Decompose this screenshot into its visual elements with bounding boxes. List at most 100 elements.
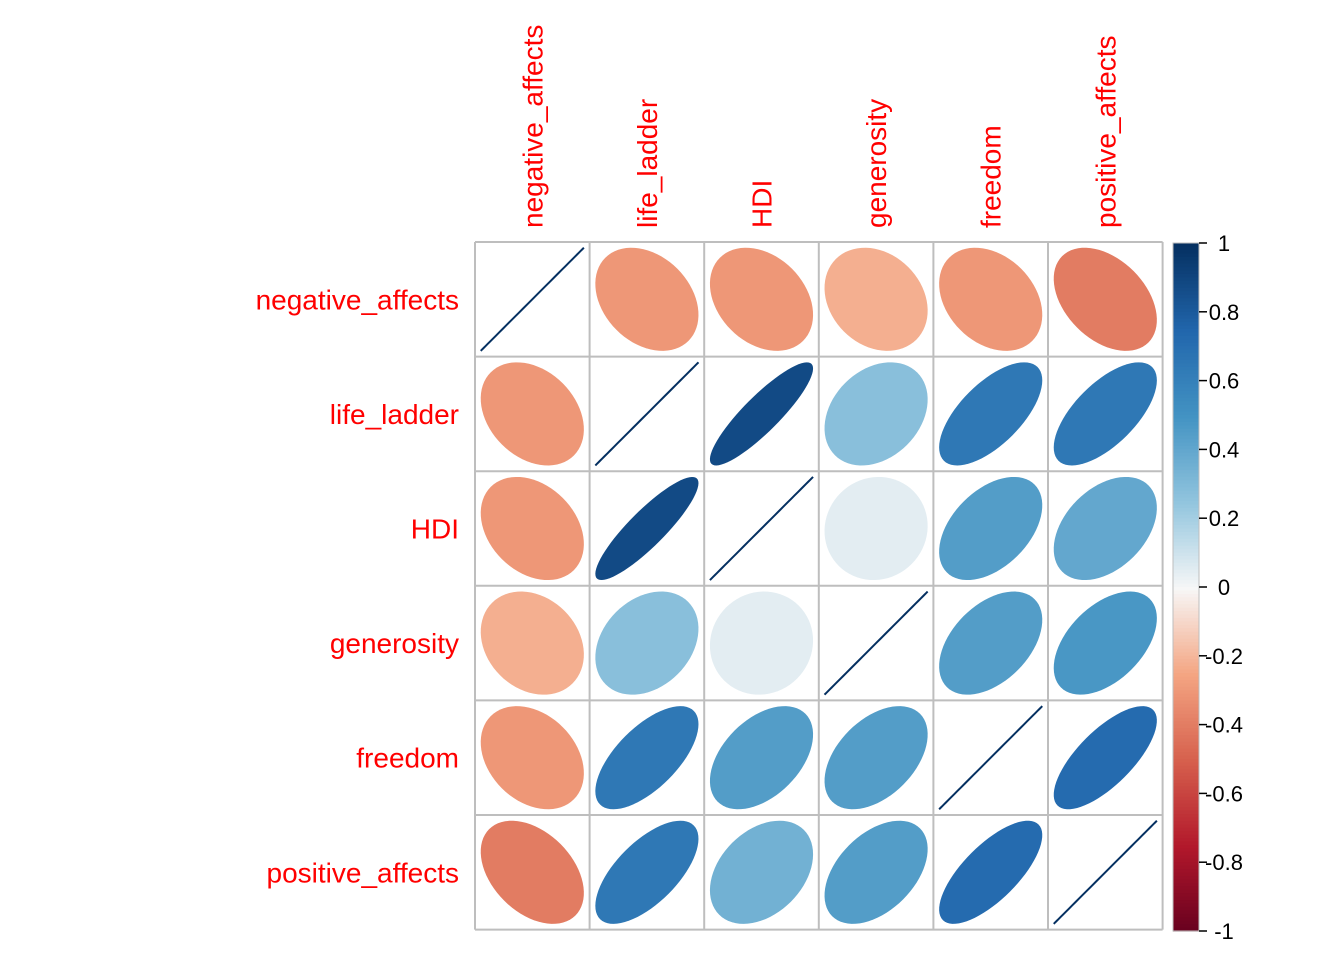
colorbar-segment [1173, 869, 1199, 874]
colorbar-segment [1173, 415, 1199, 420]
colorbar-segment [1173, 401, 1199, 406]
colorbar-segment [1173, 456, 1199, 461]
colorbar-segment [1173, 432, 1199, 437]
colorbar-segment [1173, 490, 1199, 495]
colorbar-segment [1173, 531, 1199, 536]
colorbar-segment [1173, 679, 1199, 684]
corr-cell-HDI-freedom [939, 476, 1043, 581]
colorbar-segment [1173, 580, 1199, 585]
colorbar-segment [1173, 253, 1199, 258]
colorbar-segment [1173, 731, 1199, 736]
col-label-negative_affects: negative_affects [517, 25, 548, 228]
colorbar-segment [1173, 642, 1199, 647]
colorbar-tick-label: -0.2 [1205, 644, 1243, 669]
corr-cell-freedom-freedom [938, 705, 1043, 810]
colorbar-segment [1173, 466, 1199, 471]
colorbar-segment [1173, 394, 1199, 399]
colorbar-segment [1173, 390, 1199, 395]
colorbar-segment [1173, 418, 1199, 423]
colorbar-tick-label: -1 [1214, 919, 1234, 944]
colorbar-segment [1173, 617, 1199, 622]
colorbar-segment [1173, 906, 1199, 911]
row-label-generosity: generosity [330, 628, 459, 659]
colorbar-segment [1173, 445, 1199, 450]
col-label-life_ladder: life_ladder [632, 99, 663, 228]
colorbar-tick-label: -0.8 [1205, 850, 1243, 875]
corr-cell-generosity-negative_affects [480, 591, 584, 695]
colorbar-segment [1173, 645, 1199, 650]
colorbar-segment [1173, 741, 1199, 746]
colorbar-segment [1173, 377, 1199, 382]
colorbar-segment [1173, 690, 1199, 695]
colorbar-segment [1173, 593, 1199, 598]
colorbar-segment [1173, 721, 1199, 726]
colorbar-segment [1173, 573, 1199, 578]
colorbar-segment [1173, 435, 1199, 440]
corr-cell-life_ladder-negative_affects [480, 362, 584, 466]
colorbar-tick-label: 0.4 [1209, 437, 1240, 462]
colorbar-segment [1173, 273, 1199, 278]
corr-cell-freedom-positive_affects [1053, 706, 1157, 810]
colorbar-segment [1173, 607, 1199, 612]
colorbar-segment [1173, 404, 1199, 409]
colorbar-segment [1173, 280, 1199, 285]
colorbar-segment [1173, 411, 1199, 416]
color-legend: 1 0.8 0.6 0.4 0.2 0 -0.2 -0.4 -0.6 -0.8 -1 [1172, 231, 1243, 944]
corr-cell-freedom-life_ladder [595, 706, 699, 810]
row-label-positive_affects: positive_affects [267, 857, 460, 888]
colorbar-segment [1173, 924, 1199, 929]
colorbar-segment [1173, 862, 1199, 867]
colorbar-segment [1173, 470, 1199, 475]
colorbar-segment [1173, 865, 1199, 870]
row-label-HDI: HDI [411, 514, 459, 545]
colorbar-segment [1173, 621, 1199, 626]
colorbar-segment [1173, 421, 1199, 426]
colorbar-segment [1173, 855, 1199, 860]
corr-cell-life_ladder-freedom [939, 362, 1043, 466]
colorbar-segment [1173, 851, 1199, 856]
colorbar-segment [1173, 576, 1199, 581]
colorbar-segment [1173, 875, 1199, 880]
corr-cell-positive_affects-positive_affects [1053, 820, 1158, 925]
col-label-positive_affects: positive_affects [1090, 36, 1121, 229]
colorbar-segment [1173, 346, 1199, 351]
corr-cell-negative_affects-freedom [939, 247, 1043, 351]
colorbar-segment [1173, 872, 1199, 877]
corr-cell-negative_affects-life_ladder [595, 247, 699, 351]
colorbar-segment [1173, 697, 1199, 702]
colorbar-segment [1173, 597, 1199, 602]
colorbar-segment [1173, 497, 1199, 502]
colorbar-segment [1173, 676, 1199, 681]
colorbar-segment [1173, 342, 1199, 347]
colorbar-segment [1173, 353, 1199, 358]
colorbar-segment [1173, 535, 1199, 540]
colorbar-segment [1173, 700, 1199, 705]
colorbar-segment [1173, 845, 1199, 850]
colorbar-segment [1173, 359, 1199, 364]
colorbar-segment [1173, 428, 1199, 433]
colorbar-segment [1173, 673, 1199, 678]
colorbar-segment [1173, 683, 1199, 688]
colorbar-segment [1173, 810, 1199, 815]
colorbar-segment [1173, 920, 1199, 925]
corr-cell-life_ladder-positive_affects [1053, 362, 1157, 466]
colorbar-segment [1173, 556, 1199, 561]
colorbar-segment [1173, 243, 1199, 248]
corr-cell-negative_affects-negative_affects [480, 247, 585, 352]
colorbar-segment [1173, 662, 1199, 667]
correlation-cells [480, 247, 1158, 925]
colorbar-segment [1173, 452, 1199, 457]
colorbar-segment [1173, 370, 1199, 375]
colorbar-segment [1173, 831, 1199, 836]
colorbar-segment [1173, 913, 1199, 918]
colorbar-segment [1173, 648, 1199, 653]
colorbar-segment [1173, 284, 1199, 289]
colorbar-segment [1173, 776, 1199, 781]
colorbar-segment [1173, 800, 1199, 805]
corr-cell-generosity-life_ladder [595, 591, 699, 695]
colorbar-segment [1173, 765, 1199, 770]
corr-cell-negative_affects-positive_affects [1053, 247, 1157, 351]
colorbar-segment [1173, 748, 1199, 753]
colorbar-tick-label: -0.4 [1205, 713, 1243, 738]
colorbar-segment [1173, 587, 1199, 592]
